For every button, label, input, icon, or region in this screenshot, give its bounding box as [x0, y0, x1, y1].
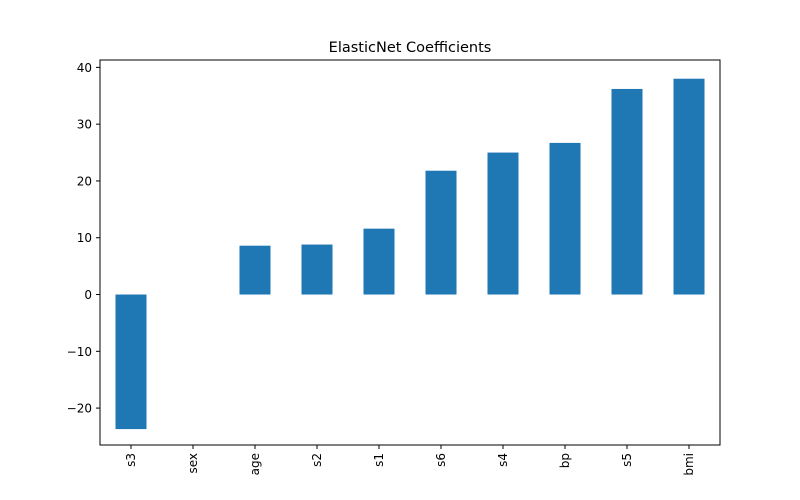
- x-tick-label: bmi: [682, 453, 696, 476]
- y-tick-label: 10: [77, 231, 92, 245]
- bar-age: [239, 245, 271, 295]
- y-tick-label: 20: [77, 174, 92, 188]
- x-tick-label: s6: [434, 453, 448, 467]
- bar-s2: [301, 244, 333, 295]
- x-tick-label: sex: [186, 453, 200, 474]
- x-tick-label: s2: [310, 453, 324, 467]
- bars-group: [115, 78, 705, 430]
- bar-s3: [115, 294, 147, 430]
- bar-s6: [425, 170, 457, 295]
- plot-area-frame: [99, 59, 721, 446]
- bar-bp: [549, 142, 581, 295]
- chart-title: ElasticNet Coefficients: [329, 40, 492, 56]
- x-tick-label: age: [248, 453, 262, 475]
- bar-s5: [611, 88, 643, 295]
- y-tick-label: −20: [67, 402, 92, 416]
- y-tick-label: −10: [67, 345, 92, 359]
- x-tick-label: s4: [496, 453, 510, 467]
- x-tick-label: s1: [372, 453, 386, 467]
- y-tick-label: 30: [77, 118, 92, 132]
- bar-s1: [363, 228, 395, 295]
- y-tick-label: 0: [84, 288, 92, 302]
- x-tick-label: s3: [124, 453, 138, 467]
- y-tick-label: 40: [77, 61, 92, 75]
- bar-s4: [487, 152, 519, 295]
- x-tick-label: bp: [558, 453, 572, 468]
- x-tick-label: s5: [620, 453, 634, 467]
- x-axis-ticks: s3 sex age s2 s1 s6 s4 bp s5 bmi: [124, 445, 696, 476]
- bar-bmi: [673, 78, 705, 295]
- y-axis-ticks: −20 −10 0 10 20 30 40: [67, 61, 100, 416]
